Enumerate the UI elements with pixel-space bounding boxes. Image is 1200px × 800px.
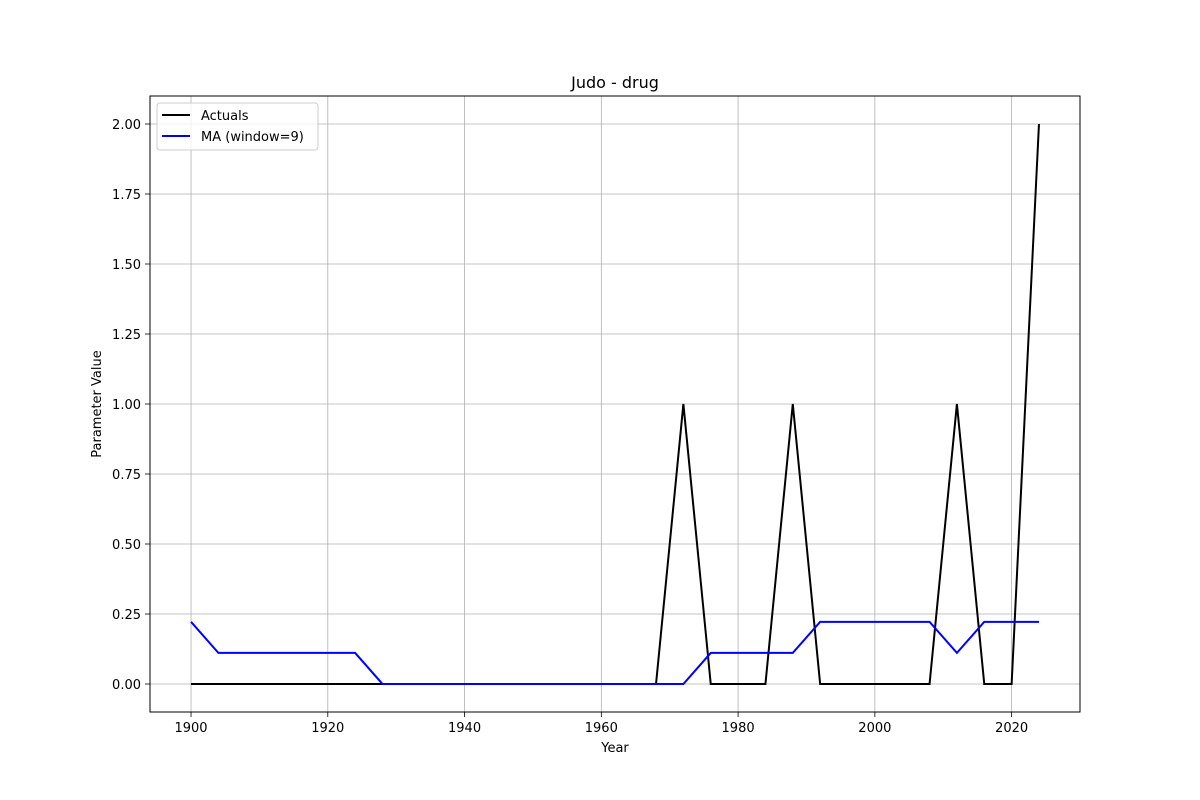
x-tick-label: 1980 (722, 721, 755, 736)
x-tick-label: 1960 (585, 721, 618, 736)
y-tick-label: 1.75 (112, 188, 141, 203)
x-tick-label: 1940 (448, 721, 481, 736)
x-tick-label: 2020 (995, 721, 1028, 736)
x-axis-ticks: 1900 1920 1940 1960 1980 2000 2020 (174, 712, 1028, 736)
legend-label-ma: MA (window=9) (201, 130, 304, 145)
y-tick-label: 0.25 (112, 608, 141, 623)
legend-box (156, 102, 319, 151)
legend: Actuals MA (window=9) (156, 102, 319, 151)
chart-title: Judo - drug (570, 73, 659, 92)
x-axis-label: Year (600, 741, 629, 756)
y-tick-label: 2.00 (112, 118, 141, 133)
y-tick-label: 0.50 (112, 538, 141, 553)
x-tick-label: 1900 (174, 721, 207, 736)
y-tick-label: 1.25 (112, 328, 141, 343)
legend-label-actuals: Actuals (201, 109, 249, 124)
y-tick-label: 0.00 (112, 678, 141, 693)
series-line-ma (190, 620, 1039, 685)
y-axis-label: Parameter Value (90, 350, 105, 457)
y-tick-label: 0.75 (112, 468, 141, 483)
x-tick-label: 1920 (311, 721, 344, 736)
y-tick-label: 1.50 (112, 258, 141, 273)
x-tick-label: 2000 (858, 721, 891, 736)
y-axis-ticks: 0.00 0.25 0.50 0.75 1.00 1.25 1.50 1.75 2.00 (112, 118, 150, 693)
series-lines (190, 123, 1040, 685)
y-tick-label: 1.00 (112, 398, 141, 413)
